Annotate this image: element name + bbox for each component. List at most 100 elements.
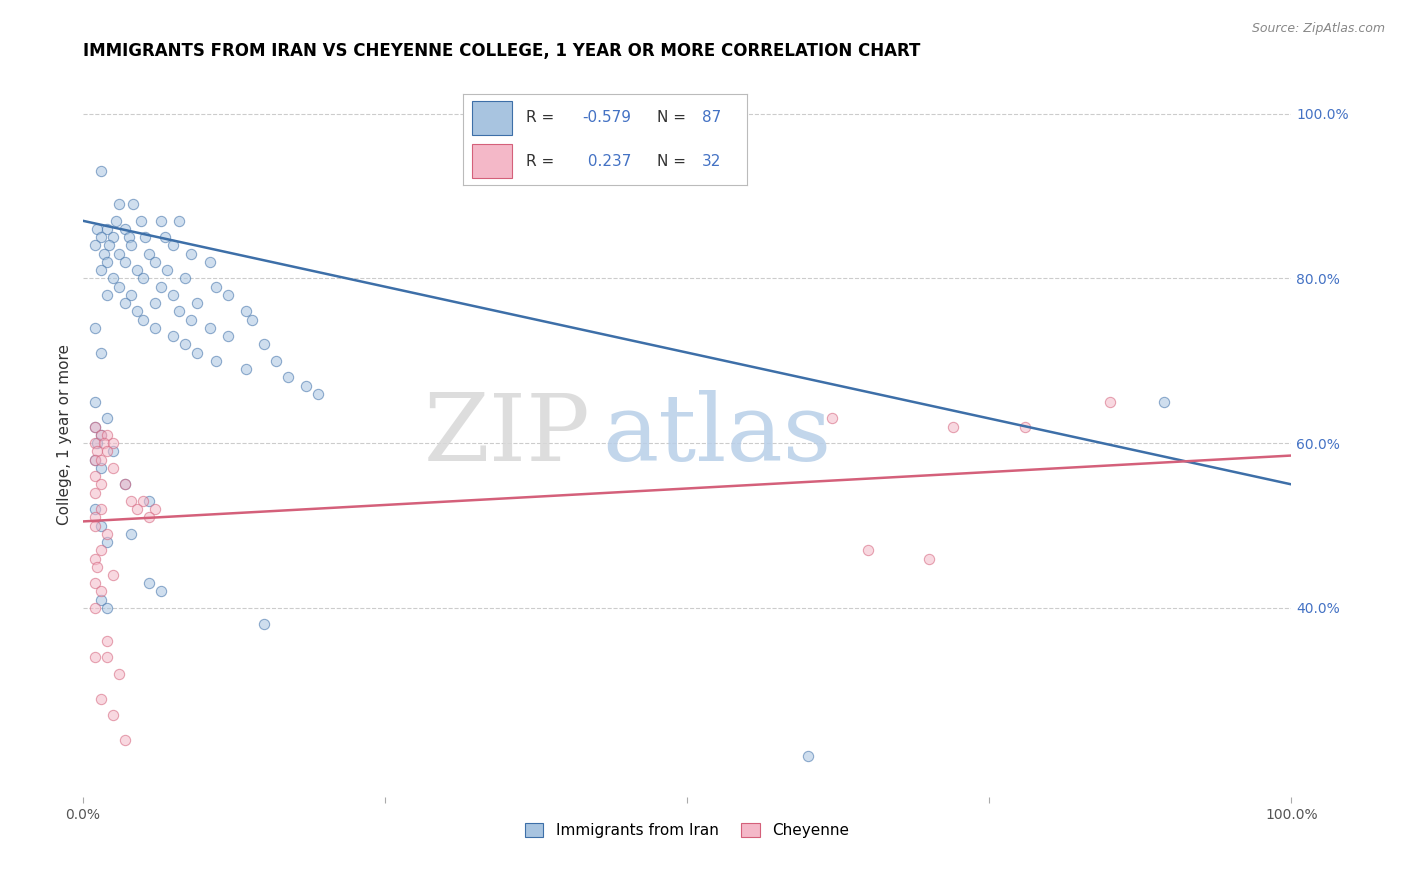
Point — [83, 395, 105, 409]
Legend: Immigrants from Iran, Cheyenne: Immigrants from Iran, Cheyenne — [519, 817, 855, 844]
Point — [277, 370, 299, 384]
Point — [90, 502, 112, 516]
Point — [150, 584, 173, 599]
Point — [858, 543, 880, 558]
Point — [96, 526, 118, 541]
Point — [108, 666, 131, 681]
Point — [90, 543, 112, 558]
Point — [83, 502, 105, 516]
Point — [90, 584, 112, 599]
Point — [143, 321, 166, 335]
Point — [114, 732, 136, 747]
Point — [90, 691, 112, 706]
Point — [90, 592, 112, 607]
Point — [101, 271, 124, 285]
Point — [96, 428, 118, 442]
Point — [204, 279, 226, 293]
Point — [90, 518, 112, 533]
Text: atlas: atlas — [602, 390, 831, 480]
Point — [150, 213, 173, 227]
Point — [253, 617, 276, 632]
Point — [162, 329, 184, 343]
Point — [1098, 395, 1121, 409]
Point — [295, 378, 318, 392]
Point — [235, 304, 257, 318]
Point — [83, 650, 105, 665]
Point — [117, 230, 139, 244]
Point — [101, 436, 124, 450]
Point — [83, 436, 105, 450]
Point — [138, 493, 160, 508]
Point — [101, 708, 124, 723]
Point — [198, 321, 221, 335]
Point — [90, 477, 112, 491]
Point — [198, 255, 221, 269]
Point — [96, 444, 118, 458]
Point — [83, 419, 105, 434]
Point — [186, 296, 208, 310]
Point — [96, 634, 118, 648]
Point — [90, 164, 112, 178]
Point — [86, 436, 108, 450]
Point — [264, 353, 287, 368]
Point — [83, 601, 105, 615]
Point — [93, 436, 115, 450]
Point — [235, 362, 257, 376]
Point — [150, 279, 173, 293]
Point — [96, 222, 118, 236]
Point — [132, 493, 155, 508]
Point — [138, 576, 160, 591]
Point — [122, 197, 145, 211]
Point — [180, 246, 202, 260]
Point — [83, 551, 105, 566]
Point — [108, 197, 131, 211]
Point — [253, 337, 276, 351]
Point — [143, 502, 166, 516]
Point — [120, 493, 142, 508]
Point — [101, 568, 124, 582]
Point — [114, 296, 136, 310]
Point — [120, 526, 142, 541]
Point — [217, 288, 239, 302]
Point — [174, 337, 197, 351]
Point — [108, 279, 131, 293]
Point — [96, 601, 118, 615]
Point — [169, 213, 191, 227]
Point — [240, 312, 263, 326]
Point — [156, 263, 179, 277]
Point — [217, 329, 239, 343]
Point — [162, 238, 184, 252]
Point — [90, 428, 112, 442]
Point — [83, 238, 105, 252]
Point — [120, 238, 142, 252]
Point — [93, 246, 115, 260]
Point — [169, 304, 191, 318]
Point — [129, 213, 152, 227]
Point — [134, 230, 156, 244]
Y-axis label: College, 1 year or more: College, 1 year or more — [58, 344, 72, 525]
Point — [114, 255, 136, 269]
Point — [90, 452, 112, 467]
Text: IMMIGRANTS FROM IRAN VS CHEYENNE COLLEGE, 1 YEAR OR MORE CORRELATION CHART: IMMIGRANTS FROM IRAN VS CHEYENNE COLLEGE… — [83, 42, 920, 60]
Point — [821, 411, 844, 425]
Point — [90, 428, 112, 442]
Point — [125, 502, 148, 516]
Point — [105, 213, 128, 227]
Point — [153, 230, 176, 244]
Point — [114, 222, 136, 236]
Point — [1014, 419, 1036, 434]
Point — [90, 263, 112, 277]
Point — [125, 263, 148, 277]
Point — [96, 288, 118, 302]
Point — [132, 271, 155, 285]
Point — [83, 321, 105, 335]
Point — [125, 304, 148, 318]
Point — [101, 444, 124, 458]
Text: ZIP: ZIP — [423, 390, 591, 480]
Point — [120, 288, 142, 302]
Point — [942, 419, 965, 434]
Point — [90, 345, 112, 359]
Point — [204, 353, 226, 368]
Text: Source: ZipAtlas.com: Source: ZipAtlas.com — [1251, 22, 1385, 36]
Point — [180, 312, 202, 326]
